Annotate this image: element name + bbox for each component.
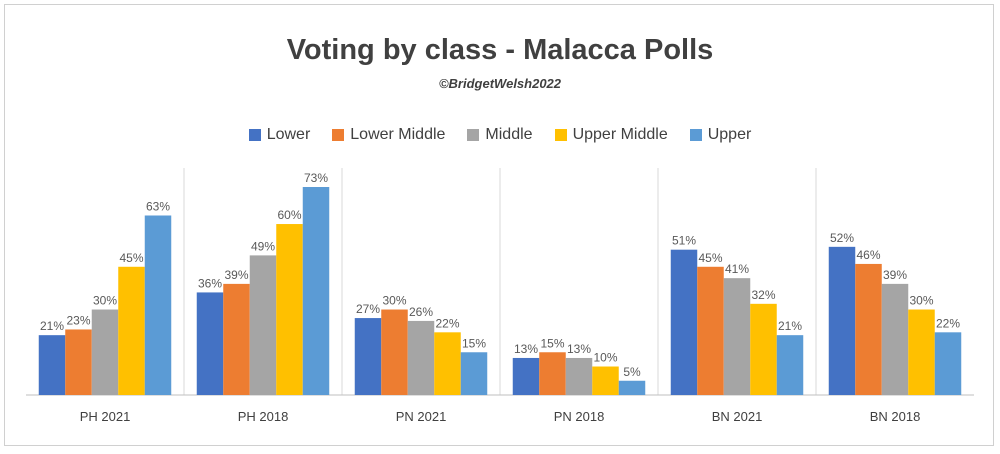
data-label: 13% xyxy=(514,342,538,356)
data-label: 49% xyxy=(251,239,275,253)
bar-upper-pn-2021 xyxy=(460,352,488,395)
data-label: 22% xyxy=(936,316,960,330)
data-label: 46% xyxy=(856,248,880,262)
chart-subtitle: ©BridgetWelsh2022 xyxy=(438,76,562,91)
legend-item-lower: Lower xyxy=(248,126,311,144)
data-label: 73% xyxy=(304,171,328,185)
data-label: 45% xyxy=(698,251,722,265)
legend-swatch-upper-middle xyxy=(554,129,567,141)
data-label: 30% xyxy=(382,294,406,308)
data-label: 45% xyxy=(119,251,143,265)
category-label: BN 2021 xyxy=(712,409,763,424)
data-label: 52% xyxy=(830,231,854,245)
bar-lower-ph-2018 xyxy=(196,292,224,395)
bar-upper-pn-2018 xyxy=(618,380,646,395)
data-label: 51% xyxy=(672,234,696,248)
bar-upper-ph-2018 xyxy=(302,187,330,395)
bar-upper-bn-2018 xyxy=(934,332,962,395)
bar-upper-middle-pn-2021 xyxy=(434,332,461,395)
data-label: 41% xyxy=(725,262,749,276)
data-label: 36% xyxy=(198,276,222,290)
bar-lower-middle-pn-2021 xyxy=(381,309,408,395)
bar-lower-middle-ph-2018 xyxy=(223,283,250,395)
data-label: 26% xyxy=(409,305,433,319)
bar-lower-bn-2021 xyxy=(670,249,698,395)
bar-middle-ph-2021 xyxy=(91,309,119,395)
bar-middle-pn-2021 xyxy=(407,320,435,395)
data-label: 15% xyxy=(462,336,486,350)
legend-swatch-upper xyxy=(689,129,702,141)
data-label: 10% xyxy=(593,351,617,365)
bar-upper-middle-bn-2018 xyxy=(908,309,935,395)
data-label: 39% xyxy=(883,268,907,282)
legend-label-middle: Middle xyxy=(485,126,533,143)
bar-lower-middle-bn-2018 xyxy=(855,263,882,395)
bar-lower-middle-ph-2021 xyxy=(65,329,92,395)
data-label: 22% xyxy=(435,316,459,330)
bar-upper-middle-bn-2021 xyxy=(750,303,777,395)
chart-title: Voting by class - Malacca Polls xyxy=(286,34,714,66)
data-label: 5% xyxy=(623,365,641,379)
data-label: 23% xyxy=(66,313,90,327)
bar-middle-ph-2018 xyxy=(249,255,277,395)
bar-lower-pn-2021 xyxy=(354,318,382,395)
legend-label-upper-middle: Upper Middle xyxy=(572,126,668,143)
data-label: 39% xyxy=(224,268,248,282)
legend-label-lower-middle: Lower Middle xyxy=(350,126,446,143)
bar-lower-bn-2018 xyxy=(828,246,856,395)
bar-upper-middle-ph-2021 xyxy=(118,266,145,395)
bar-lower-middle-pn-2018 xyxy=(539,352,566,395)
bar-middle-pn-2018 xyxy=(565,357,593,395)
data-label: 13% xyxy=(567,342,591,356)
data-label: 21% xyxy=(778,319,802,333)
data-label: 27% xyxy=(356,302,380,316)
data-label: 30% xyxy=(909,294,933,308)
bar-middle-bn-2018 xyxy=(881,283,909,395)
category-label: PH 2021 xyxy=(80,409,131,424)
bar-upper-bn-2021 xyxy=(776,335,804,395)
data-label: 32% xyxy=(751,288,775,302)
legend-item-upper-middle: Upper Middle xyxy=(554,126,668,144)
legend-label-upper: Upper xyxy=(707,126,752,143)
legend-item-upper: Upper xyxy=(689,126,752,144)
bar-lower-ph-2021 xyxy=(38,335,66,395)
bar-upper-middle-pn-2018 xyxy=(592,366,619,395)
data-label: 60% xyxy=(277,208,301,222)
bar-upper-middle-ph-2018 xyxy=(276,224,303,395)
bar-upper-ph-2021 xyxy=(144,215,172,395)
legend-swatch-middle xyxy=(467,129,480,141)
data-label: 63% xyxy=(146,199,170,213)
legend: Lower Lower Middle Middle Upper Middle U… xyxy=(0,126,1000,144)
category-label: BN 2018 xyxy=(870,409,921,424)
data-label: 15% xyxy=(540,336,564,350)
category-label: PH 2018 xyxy=(238,409,289,424)
bar-lower-middle-bn-2021 xyxy=(697,266,724,395)
legend-item-lower-middle: Lower Middle xyxy=(332,126,445,144)
legend-label-lower: Lower xyxy=(266,126,311,143)
category-label: PN 2018 xyxy=(554,409,605,424)
bar-lower-pn-2018 xyxy=(512,357,540,395)
data-label: 30% xyxy=(93,294,117,308)
legend-swatch-lower xyxy=(248,129,261,141)
legend-swatch-lower-middle xyxy=(332,129,345,141)
category-label: PN 2021 xyxy=(396,409,447,424)
data-label: 21% xyxy=(40,319,64,333)
bar-middle-bn-2021 xyxy=(723,278,751,395)
legend-item-middle: Middle xyxy=(467,126,533,144)
